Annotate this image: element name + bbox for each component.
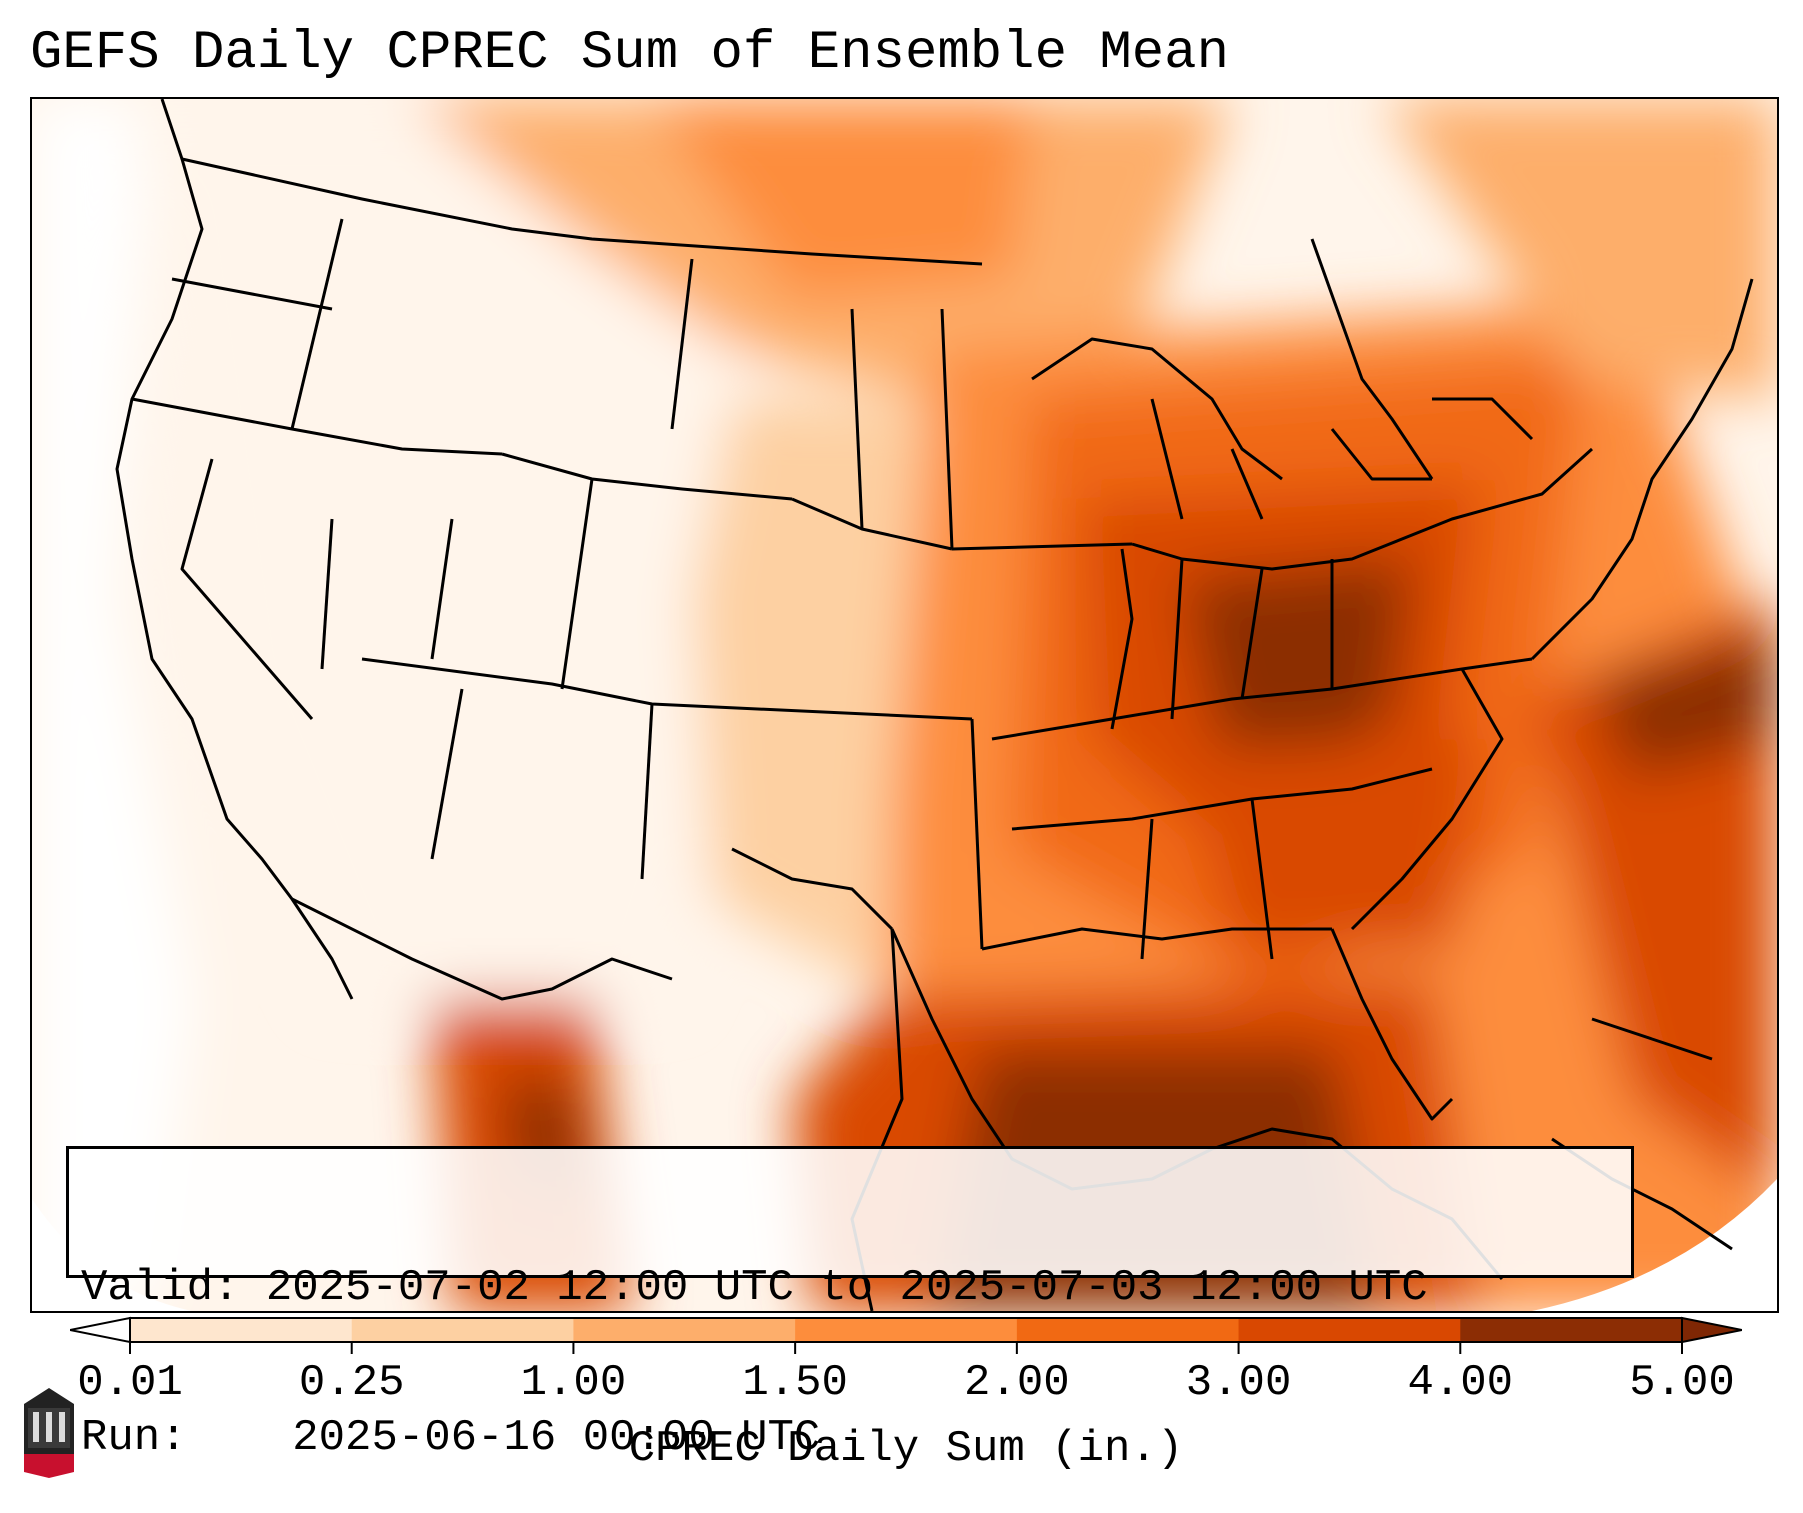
colorbar-tick-label: 4.00 [1407,1358,1514,1408]
run-row: Run: 2025-06-16 00:00 UTC [81,1413,1619,1463]
colorbar-tick-label: 1.00 [520,1358,627,1408]
colorbar-under-extend [70,1316,131,1344]
colorbar-outline [129,1317,1683,1343]
valid-value: 2025-07-02 12:00 UTC to 2025-07-03 12:00… [265,1263,1428,1313]
state-boundaries [115,99,1754,1311]
colorbar-tick-label: 2.00 [964,1358,1070,1408]
colorbar-segment [1460,1318,1683,1342]
colorbar-segment [573,1318,796,1342]
niu-logo [20,1382,78,1478]
colorbar-axis-label: CPREC Daily Sum (in.) [628,1424,1184,1474]
map-canvas [32,99,1777,1311]
precip-field [32,99,1777,1311]
run-value: 2025-06-16 00:00 UTC [292,1413,821,1463]
colorbar-bar [70,1316,1742,1354]
precipitation-map [30,97,1779,1313]
valid-row: Valid: 2025-07-02 12:00 UTC to 2025-07-0… [81,1263,1619,1313]
run-label: Run: [81,1413,187,1463]
map-title: GEFS Daily CPREC Sum of Ensemble Mean [30,23,1229,84]
colorbar-segment [351,1318,574,1342]
colorbar-tick-label: 5.00 [1629,1358,1735,1408]
colorbar: 0.01 0.25 1.00 1.50 2.00 3.00 4.00 5.00 CPREC D… [70,1314,1742,1474]
colorbar-segment [1238,1318,1461,1342]
niu-logo-icon [24,1388,74,1478]
colorbar-segment [795,1318,1018,1342]
colorbar-segment [1016,1318,1240,1342]
colorbar-segment [130,1318,353,1342]
colorbar-tick-label: 3.00 [1185,1358,1292,1408]
valid-label: Valid: [81,1263,240,1313]
colorbar-over-extend [1681,1316,1742,1344]
colorbar-tick-label: 0.25 [298,1358,405,1408]
colorbar-tick-label: 1.50 [742,1358,848,1408]
run-info-box: Valid: 2025-07-02 12:00 UTC to 2025-07-0… [66,1146,1634,1463]
colorbar-tick-label: 0.01 [77,1358,183,1408]
